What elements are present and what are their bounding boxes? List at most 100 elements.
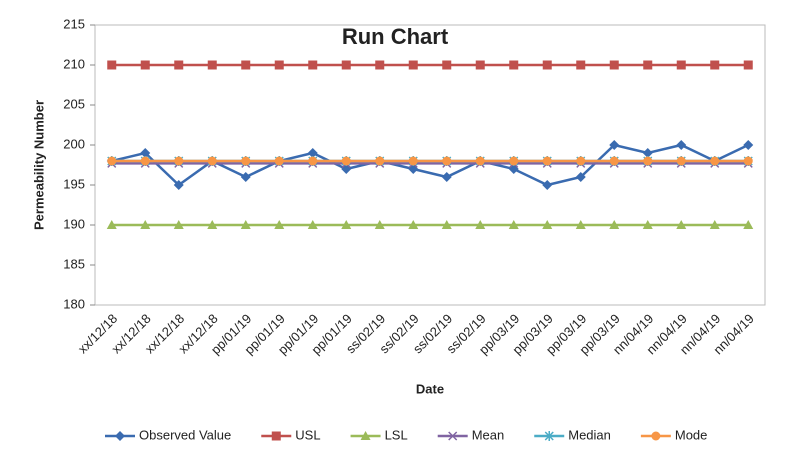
marker	[207, 156, 217, 166]
marker	[542, 60, 552, 70]
marker	[408, 220, 419, 229]
marker	[174, 60, 184, 70]
legend-item: Median	[534, 427, 611, 442]
marker	[107, 60, 117, 70]
marker	[140, 156, 150, 166]
x-axis-title: Date	[416, 381, 444, 396]
marker	[341, 60, 351, 70]
marker	[374, 220, 385, 229]
marker	[743, 60, 753, 70]
marker	[575, 220, 586, 229]
marker	[709, 220, 720, 229]
marker	[207, 220, 218, 229]
marker	[271, 431, 281, 441]
marker	[542, 180, 553, 190]
legend-label: USL	[295, 427, 320, 442]
marker	[274, 60, 284, 70]
y-axis-title: Permeability Number	[31, 100, 46, 230]
marker	[140, 220, 151, 229]
marker	[542, 220, 553, 229]
marker	[643, 156, 653, 166]
marker	[576, 156, 586, 166]
marker	[207, 60, 217, 70]
marker	[107, 156, 117, 166]
marker	[643, 60, 653, 70]
marker	[743, 156, 753, 166]
marker	[308, 156, 318, 166]
marker	[508, 220, 519, 229]
marker	[475, 60, 485, 70]
marker	[115, 431, 125, 441]
marker	[274, 220, 285, 229]
marker	[676, 140, 687, 150]
y-tick-label: 180	[63, 296, 85, 311]
marker	[743, 140, 754, 150]
marker	[651, 431, 661, 441]
legend-item: USL	[261, 427, 321, 442]
marker	[710, 156, 720, 166]
marker	[676, 220, 687, 229]
marker	[173, 180, 184, 190]
marker	[642, 220, 653, 229]
marker	[307, 148, 318, 158]
marker	[442, 156, 452, 166]
marker	[408, 156, 418, 166]
marker	[642, 148, 653, 158]
marker	[308, 60, 318, 70]
y-tick-label: 195	[63, 176, 85, 191]
marker	[609, 60, 619, 70]
y-tick-label: 210	[63, 56, 85, 71]
marker	[442, 60, 452, 70]
marker	[509, 60, 519, 70]
marker	[375, 60, 385, 70]
marker	[542, 156, 552, 166]
marker	[140, 60, 150, 70]
legend-label: Mode	[675, 427, 708, 442]
marker	[676, 156, 686, 166]
marker	[360, 431, 371, 440]
marker	[676, 60, 686, 70]
chart-title: Run Chart	[342, 24, 449, 49]
marker	[441, 220, 452, 229]
marker	[241, 60, 251, 70]
marker	[140, 148, 151, 158]
y-tick-label: 205	[63, 96, 85, 111]
y-tick-label: 200	[63, 136, 85, 151]
marker	[174, 156, 184, 166]
marker	[106, 220, 117, 229]
marker	[441, 172, 452, 182]
y-tick-label: 215	[63, 16, 85, 31]
marker	[475, 220, 486, 229]
y-tick-label: 185	[63, 256, 85, 271]
legend-label: Mean	[472, 427, 505, 442]
marker	[375, 156, 385, 166]
plot-border	[94, 24, 766, 306]
legend-label: LSL	[385, 427, 408, 442]
legend-label: Median	[568, 427, 611, 442]
marker	[544, 431, 554, 441]
marker	[609, 156, 619, 166]
marker	[475, 156, 485, 166]
marker	[408, 60, 418, 70]
marker	[575, 172, 586, 182]
marker	[341, 156, 351, 166]
marker	[307, 220, 318, 229]
marker	[609, 140, 620, 150]
marker	[173, 220, 184, 229]
marker	[448, 431, 458, 441]
legend-item: Mean	[437, 427, 505, 442]
marker	[509, 156, 519, 166]
legend-label: Observed Value	[139, 427, 231, 442]
y-tick-label: 190	[63, 216, 85, 231]
marker	[240, 220, 251, 229]
marker	[609, 220, 620, 229]
marker	[576, 60, 586, 70]
marker	[240, 172, 251, 182]
legend-item: Observed Value	[105, 427, 231, 442]
marker	[241, 156, 251, 166]
marker	[274, 156, 284, 166]
marker	[341, 220, 352, 229]
marker	[710, 60, 720, 70]
